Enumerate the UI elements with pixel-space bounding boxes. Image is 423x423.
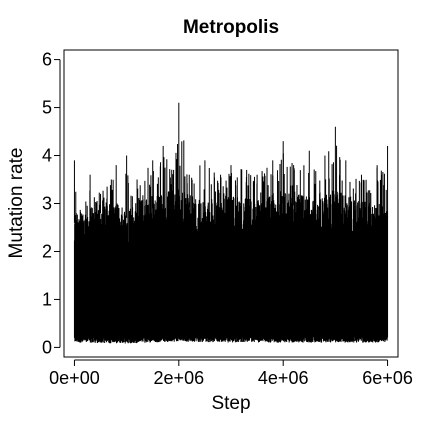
y-axis: 0 1 2 3 4 5 6 — [42, 50, 61, 357]
trace-line — [73, 140, 389, 344]
y-tick-label: 1 — [42, 289, 52, 309]
x-axis: 0e+00 2e+06 4e+06 6e+06 — [49, 359, 413, 388]
plot-frame — [63, 49, 399, 358]
x-tick-label: 4e+06 — [258, 368, 309, 388]
y-axis-label: Mutation rate — [6, 148, 27, 259]
x-tick-label: 2e+06 — [154, 368, 205, 388]
x-tick-label: 6e+06 — [362, 368, 413, 388]
y-tick-label: 5 — [42, 98, 52, 118]
y-tick-label: 0 — [42, 337, 52, 357]
y-tick-label: 3 — [42, 194, 52, 214]
y-tick-label: 6 — [42, 50, 52, 70]
trace-series — [73, 102, 389, 344]
y-tick-label: 4 — [42, 146, 52, 166]
plot-area — [73, 102, 389, 344]
x-tick-label: 0e+00 — [49, 368, 100, 388]
chart-title: Metropolis — [183, 17, 279, 38]
x-axis-label: Step — [211, 393, 250, 414]
y-tick-label: 2 — [42, 241, 52, 261]
